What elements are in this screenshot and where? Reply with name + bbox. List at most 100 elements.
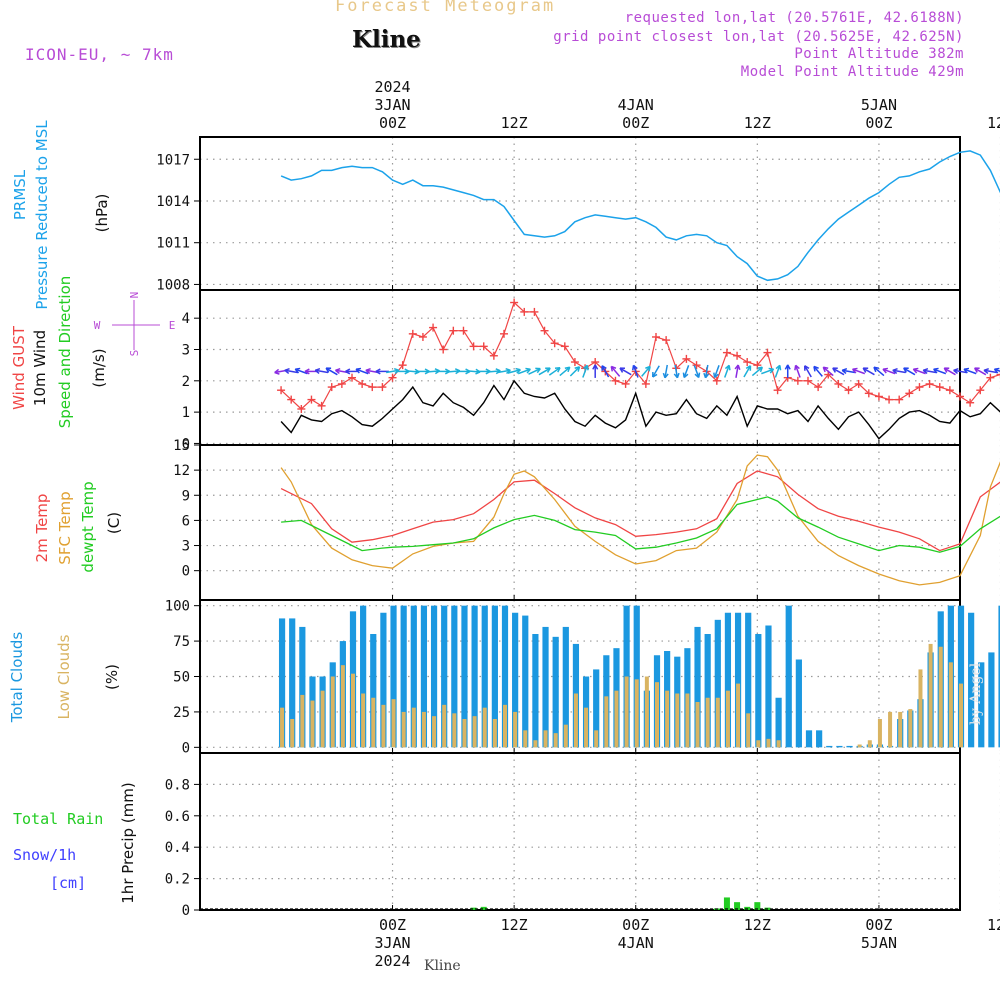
ytick-label-1: 25: [173, 705, 190, 721]
wind-dir-arrow: [284, 367, 298, 374]
bottom-time-label: 00Z: [865, 916, 892, 934]
wind-dir-head-1: [823, 366, 829, 369]
wind-dir-head-1: [922, 367, 929, 371]
gust-marker: [986, 373, 995, 382]
wind-dir-shaft: [619, 367, 632, 376]
total-clouds-bar: [846, 745, 853, 748]
wind-dir-arrow: [734, 364, 741, 378]
low-clouds-bar: [725, 690, 730, 748]
wind-dir-arrow: [892, 367, 906, 374]
gust-marker: [692, 361, 701, 370]
gust-marker: [966, 398, 975, 407]
gust-marker: [814, 383, 823, 392]
wind-dir-shaft: [735, 364, 739, 378]
low-clouds-bar: [310, 700, 315, 748]
low-clouds-bar: [391, 699, 396, 748]
wind-dir-arrow: [592, 364, 599, 378]
pressure-line: [280, 150, 1000, 282]
total-clouds-bar: [420, 605, 428, 748]
gust-marker: [489, 351, 498, 360]
station-name: Kline: [352, 26, 421, 53]
total-clouds-bar: [289, 618, 296, 748]
gust-marker: [834, 379, 843, 388]
wind-gust-label: Wind GUST: [10, 325, 28, 410]
low-clouds-bar: [421, 711, 426, 748]
total-clouds-bar: [785, 605, 792, 748]
total-clouds-bar: [512, 612, 519, 748]
low-clouds-bar: [401, 711, 406, 748]
wind-dir-head-1: [577, 366, 581, 372]
wind-dir-shaft: [632, 365, 639, 378]
wind-dir-head-1: [769, 368, 775, 374]
bottom-time-label: 3JAN: [374, 934, 410, 952]
gust-marker: [500, 329, 508, 338]
low-clouds-bar: [665, 690, 670, 748]
low-clouds-bar: [959, 683, 963, 748]
low-clouds-bar: [705, 697, 710, 748]
low-clouds-bar: [918, 669, 923, 748]
gust-marker: [773, 386, 782, 395]
ytick-label-4: 100: [165, 599, 190, 615]
wind-dir-arrow: [601, 365, 610, 378]
wind-dir-shaft: [983, 369, 997, 374]
wind-dir-shaft: [852, 368, 866, 375]
gust-marker: [662, 336, 671, 345]
low-clouds-bar: [644, 676, 649, 748]
wind-dir-arrow: [933, 367, 947, 375]
top-time-label: 4JAN: [618, 96, 654, 114]
low-clouds-bar: [543, 730, 548, 748]
wind-dir-arrow: [632, 364, 639, 378]
total-clouds-bar: [826, 745, 833, 748]
legend-snow-unit: [cm]: [50, 874, 86, 892]
gust-marker: [864, 389, 873, 398]
wind-dir-shaft: [315, 369, 329, 374]
temperature-frame: [199, 444, 961, 601]
wind-dir-head-1: [284, 367, 290, 371]
precip-panel: 0 0.2 0.4 0.6 0.8: [165, 752, 1000, 919]
wind-dir-shaft: [882, 368, 896, 375]
wind-dir-head-1: [694, 373, 700, 379]
total-clouds-bar: [968, 612, 975, 748]
wind-dir-head-1: [506, 369, 511, 374]
wind-dir-arrow: [813, 365, 823, 377]
wind-dir-head-1: [994, 367, 1000, 370]
wind-dir-shaft: [641, 365, 651, 377]
low-clouds-bar: [675, 693, 680, 748]
top-time-label: 00Z: [622, 114, 649, 132]
total-clouds-bar: [542, 626, 549, 748]
low-clouds-bar: [908, 709, 913, 748]
total-clouds-bar: [481, 605, 488, 748]
total-clouds-bar: [471, 605, 478, 748]
low-clouds-bar: [432, 716, 437, 748]
low-clouds-bar: [655, 682, 659, 748]
wind-compass: W E N S: [94, 292, 176, 357]
wind-dir-shaft: [517, 368, 531, 375]
wind-dir-arrow: [873, 366, 885, 377]
wind-dir-arrow: [713, 365, 720, 379]
grid-point-coords: grid point closest lon,lat (20.5625E, 42…: [553, 29, 964, 45]
wind-dir-shaft: [832, 367, 845, 376]
wind-dir-shaft: [548, 367, 561, 376]
clouds-total-label: Total Clouds: [8, 632, 26, 724]
ytick-label-3: 1017: [156, 152, 190, 168]
gust-marker: [743, 358, 752, 367]
wind-dir-shaft: [953, 369, 967, 374]
low-clouds-bar: [351, 673, 355, 748]
total-clouds-bar: [816, 730, 823, 748]
gust-marker: [793, 376, 802, 385]
wind-dir-shaft: [664, 364, 669, 378]
total-clouds-bar: [745, 612, 752, 748]
gust-marker: [510, 298, 519, 307]
low-clouds-bar: [867, 740, 872, 748]
temp-2m-label: 2m Temp: [33, 494, 51, 563]
wind-dir-shaft: [751, 366, 763, 377]
wind-dir-arrow: [693, 365, 701, 379]
total-clouds-bar: [795, 659, 802, 748]
wind-unit: (m/s): [90, 348, 108, 387]
gust-marker: [591, 358, 600, 367]
ytick-label-1: 1: [182, 405, 190, 421]
wind-dir-shaft: [487, 370, 501, 373]
low-clouds-bar: [938, 646, 943, 748]
clouds-panel: 0 25 50 75 100: [165, 599, 1000, 756]
